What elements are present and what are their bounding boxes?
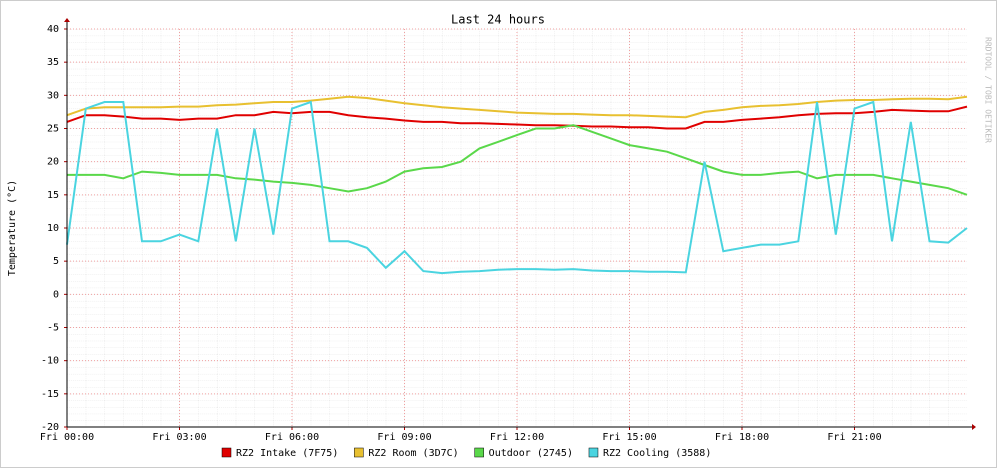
y-tick-label: 15 bbox=[47, 190, 59, 201]
legend-swatch bbox=[474, 447, 484, 458]
lines bbox=[66, 95, 968, 275]
x-tick-label: Fri 12:00 bbox=[490, 432, 544, 443]
y-tick-label: 5 bbox=[53, 256, 59, 267]
y-axis-label: Temperature (°C) bbox=[7, 180, 18, 276]
legend-label: RZ2 Intake (7F75) bbox=[236, 448, 338, 459]
y-tick-label: 10 bbox=[47, 223, 59, 234]
y-tick-label: 25 bbox=[47, 124, 59, 135]
y-tick-label: 40 bbox=[47, 24, 59, 35]
series-line bbox=[67, 124, 968, 196]
x-tick-label: Fri 00:00 bbox=[40, 432, 94, 443]
legend: RZ2 Intake (7F75) RZ2 Room (3D7C) Outdoor … bbox=[221, 447, 711, 459]
legend-label: RZ2 Room (3D7C) bbox=[368, 448, 458, 459]
y-tick-label: 20 bbox=[47, 157, 59, 168]
series-line bbox=[66, 105, 968, 130]
legend-label: Outdoor (2745) bbox=[489, 448, 573, 459]
x-tick-label: Fri 06:00 bbox=[265, 432, 319, 443]
chart-title: Last 24 hours bbox=[451, 13, 545, 27]
series-line bbox=[66, 100, 968, 275]
y-arrow bbox=[64, 18, 70, 22]
x-arrow bbox=[972, 424, 976, 430]
legend-label: RZ2 Cooling (3588) bbox=[603, 448, 711, 459]
y-tick-label: 0 bbox=[53, 289, 59, 300]
legend-swatch bbox=[588, 447, 599, 458]
x-tick-label: Fri 09:00 bbox=[377, 432, 431, 443]
x-tick-label: Fri 21:00 bbox=[827, 432, 881, 443]
axes bbox=[64, 18, 976, 430]
y-tick-label: -15 bbox=[41, 389, 59, 400]
y-tick-label: -5 bbox=[47, 323, 59, 334]
x-tick-label: Fri 18:00 bbox=[715, 432, 769, 443]
x-tick-label: Fri 15:00 bbox=[602, 432, 656, 443]
y-tick-label: -10 bbox=[41, 356, 59, 367]
legend-swatch bbox=[354, 447, 364, 458]
y-tick-label: 30 bbox=[47, 90, 59, 101]
watermark: RRDTOOL / TOBI OETIKER bbox=[984, 37, 993, 143]
grid bbox=[64, 28, 967, 430]
x-tick-label: Fri 03:00 bbox=[152, 432, 206, 443]
y-tick-label: -20 bbox=[41, 422, 59, 433]
legend-swatch bbox=[221, 447, 232, 458]
y-tick-label: 35 bbox=[47, 57, 59, 68]
